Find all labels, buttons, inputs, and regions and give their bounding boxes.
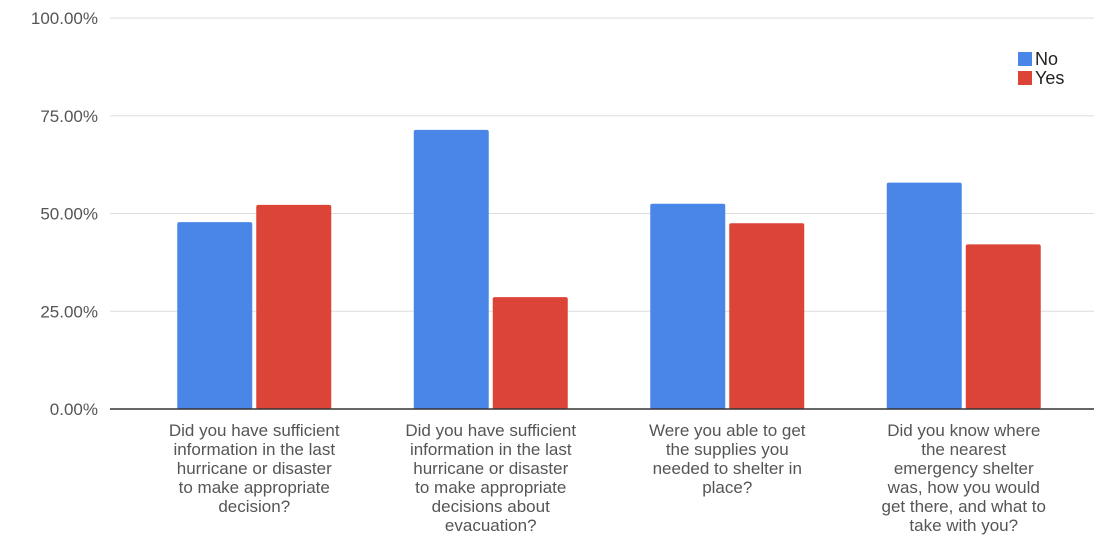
bars	[177, 129, 1041, 410]
legend-label-yes: Yes	[1035, 68, 1064, 88]
bar-no-3	[650, 203, 726, 409]
bar-yes-3	[729, 223, 805, 409]
y-tick-label: 75.00%	[40, 107, 98, 126]
y-tick-label: 0.00%	[50, 400, 98, 419]
y-tick-label: 50.00%	[40, 205, 98, 224]
y-tick-label: 25.00%	[40, 302, 98, 321]
y-axis-ticks: 0.00% 25.00% 50.00% 75.00% 100.00%	[31, 9, 98, 419]
bar-yes-2	[492, 297, 568, 409]
category-label: Did you have sufficient information in th…	[169, 421, 340, 516]
x-axis-category-labels: Did you have sufficient information in th…	[169, 421, 1046, 535]
bar-no-1	[177, 222, 253, 409]
bar-no-4	[886, 182, 962, 409]
bar-yes-4	[965, 244, 1041, 409]
bar-yes-1	[256, 204, 332, 409]
category-label: Did you have sufficient information in th…	[405, 421, 576, 535]
legend-swatch-no	[1018, 52, 1032, 66]
bar-no-2	[413, 129, 489, 410]
y-tick-label: 100.00%	[31, 9, 98, 28]
category-label: Did you know where the nearest emergency s…	[882, 421, 1046, 535]
legend-label-no: No	[1035, 49, 1058, 69]
category-label: Were you able to get the supplies you need…	[649, 421, 806, 497]
legend-swatch-yes	[1018, 71, 1032, 85]
